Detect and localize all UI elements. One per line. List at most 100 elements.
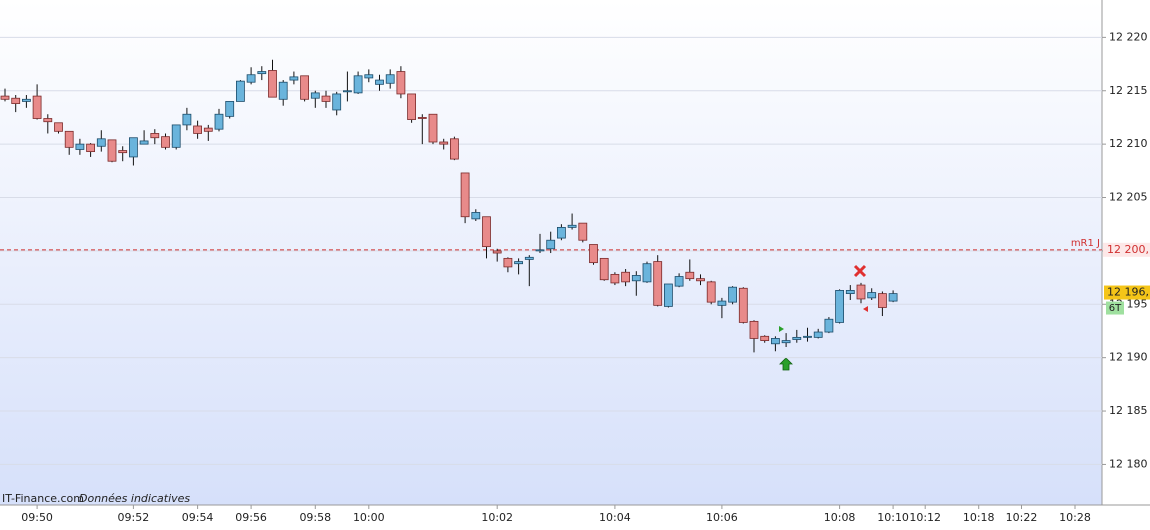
- last-price-box: [1104, 285, 1150, 300]
- x-tick-label: 10:04: [599, 511, 631, 524]
- candle-body: [171, 124, 181, 148]
- candle-body: [107, 139, 117, 162]
- candle-body: [310, 92, 320, 99]
- candle-body: [546, 239, 556, 250]
- footer-note: Données indicatives: [79, 492, 190, 505]
- buy-arrow: [779, 357, 793, 371]
- candle-body: [214, 113, 224, 130]
- candle-body: [21, 98, 31, 102]
- candle-body: [589, 244, 598, 264]
- candle-body: [182, 113, 192, 126]
- candle-body: [567, 224, 577, 228]
- x-tick-label: 10:12: [909, 511, 941, 524]
- tag-label: 6T: [1109, 303, 1122, 314]
- candle-body: [792, 336, 802, 340]
- candle-body: [578, 222, 588, 241]
- candle-body: [599, 257, 609, 281]
- candle-body: [150, 133, 160, 139]
- x-tick-label: 10:02: [481, 511, 513, 524]
- candle-body: [32, 95, 42, 119]
- candle-body: [482, 216, 491, 248]
- candle-body: [621, 271, 630, 283]
- candle-body: [781, 340, 791, 344]
- candle-body: [728, 286, 737, 303]
- candle-body: [353, 75, 363, 94]
- signal-triangle: [779, 326, 784, 332]
- x-tick-label: 10:22: [1006, 511, 1038, 524]
- candle-body: [118, 150, 128, 154]
- candle-body: [332, 93, 342, 111]
- candle-body: [835, 290, 844, 323]
- candle-body: [64, 130, 74, 148]
- candle-body: [203, 127, 213, 132]
- candle-body: [11, 97, 21, 104]
- candle-body: [845, 290, 855, 295]
- candle-body: [139, 140, 149, 145]
- candle-body: [128, 137, 138, 158]
- candle-body: [738, 287, 748, 323]
- x-tick-label: 10:08: [824, 511, 856, 524]
- candle-body: [867, 292, 877, 299]
- x-tick-label: 09:54: [182, 511, 214, 524]
- candle-body: [86, 143, 95, 153]
- candle-body: [642, 263, 652, 283]
- y-tick-label: 12 215: [1109, 84, 1148, 97]
- candle-body: [161, 136, 170, 148]
- candle-body: [43, 118, 53, 123]
- x-tick-label: 10:10: [877, 511, 909, 524]
- candle-body: [193, 125, 203, 134]
- x-tick-label: 10:00: [353, 511, 385, 524]
- candle-body: [396, 71, 406, 95]
- candle-body: [439, 141, 449, 145]
- candle-body: [54, 122, 63, 132]
- candle-body: [888, 293, 898, 302]
- x-tick-label: 09:58: [299, 511, 331, 524]
- candle-body: [524, 256, 534, 260]
- signals: [779, 264, 868, 371]
- candle-body: [503, 257, 513, 268]
- signal-triangle: [863, 306, 868, 312]
- candle-body: [878, 293, 887, 308]
- x-tick-label: 09:50: [21, 511, 53, 524]
- y-tick-label: 12 205: [1109, 191, 1148, 204]
- candle-body: [717, 300, 727, 306]
- candle-body: [300, 75, 310, 100]
- x-axis-area: [0, 505, 1150, 526]
- candle-body: [375, 79, 384, 85]
- candle-body: [268, 70, 277, 98]
- candle-body: [674, 276, 684, 287]
- candle-body: [342, 90, 352, 93]
- candle-body: [813, 331, 823, 338]
- candle-body: [685, 271, 695, 280]
- y-tick-label: 12 180: [1109, 457, 1148, 470]
- candle-body: [246, 74, 256, 83]
- y-tick-label: 12 210: [1109, 137, 1148, 150]
- candle-body: [449, 138, 459, 160]
- candle-body: [610, 273, 620, 284]
- candle-body: [225, 101, 235, 117]
- reference-label: 12 200,1: [1107, 243, 1150, 256]
- tag-box: [1106, 301, 1124, 315]
- y-tick-label: 12 220: [1109, 30, 1148, 43]
- x-tick-label: 10:18: [963, 511, 995, 524]
- candle-body: [471, 212, 481, 220]
- last-price-label: 12 196,1: [1107, 286, 1150, 299]
- footer: IT-Finance.com: [2, 492, 84, 505]
- candle-body: [514, 261, 523, 265]
- x-tick-label: 10:06: [706, 511, 738, 524]
- candle-body: [492, 250, 502, 254]
- candle-body: [706, 281, 716, 303]
- candle-body: [289, 76, 299, 81]
- y-tick-label: 12 185: [1109, 404, 1148, 417]
- candle-body: [460, 172, 470, 218]
- y-tick-label: 12 190: [1109, 351, 1148, 364]
- candle-body: [696, 278, 705, 282]
- candle-body: [364, 74, 374, 79]
- reference-name: mR1 J: [1071, 238, 1100, 249]
- candle-body: [771, 338, 780, 345]
- candle-body: [407, 93, 417, 120]
- candle-body: [385, 74, 395, 84]
- candle-body: [235, 80, 245, 102]
- candle-body: [96, 138, 106, 147]
